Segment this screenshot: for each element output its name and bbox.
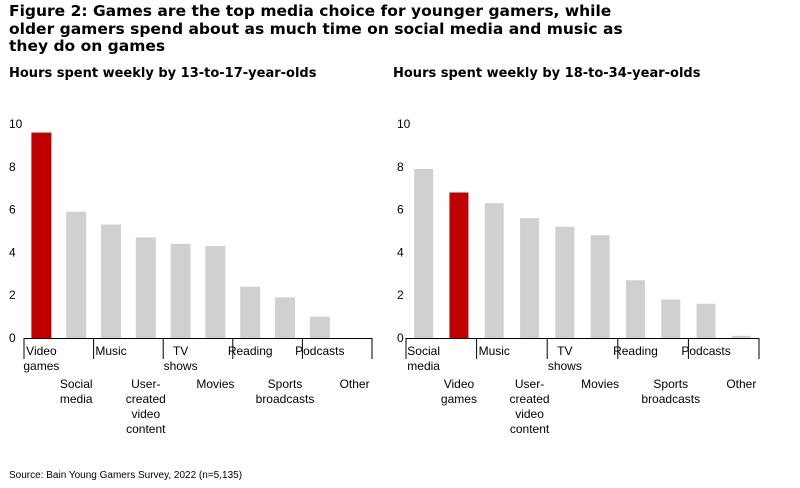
bar-social-media [66, 211, 87, 338]
y-tick-label: 0 [397, 331, 404, 345]
x-tick-label: Reading [613, 344, 658, 358]
x-tick-label: Social media [407, 344, 440, 373]
y-tick-label: 4 [397, 245, 404, 259]
y-tick-label: 10 [397, 117, 411, 131]
bar-video-games [31, 132, 52, 338]
x-tick-label: Podcasts [681, 344, 730, 358]
y-tick-label: 6 [397, 203, 404, 217]
bar-sports-broadcasts [275, 297, 295, 338]
x-tick-label: Other [726, 377, 756, 391]
y-tick-label: 2 [9, 288, 16, 302]
x-tick-label: Video games [441, 377, 477, 406]
x-tick-label: User-created video content [126, 377, 166, 436]
x-tick-label: Sports broadcasts [256, 377, 315, 406]
chart-title-13-17: Hours spent weekly by 13-to-17-year-olds [9, 66, 317, 81]
y-tick-label: 2 [397, 288, 404, 302]
bar-podcasts [696, 303, 716, 338]
x-tick-label: TV shows [548, 344, 582, 373]
bar-tv-shows [170, 243, 191, 338]
bar-social-media [414, 168, 434, 338]
y-tick-label: 10 [9, 117, 23, 131]
bar-other [731, 335, 751, 338]
bar-tv-shows [555, 226, 575, 338]
x-tick-label: Podcasts [295, 344, 344, 358]
x-tick-label: Reading [228, 344, 273, 358]
bar-music [101, 224, 121, 338]
y-tick-label: 8 [397, 160, 404, 174]
bar-music [484, 203, 504, 338]
x-tick-label: Other [340, 377, 370, 391]
bar-podcasts [309, 316, 330, 338]
x-tick-label: Video games [23, 344, 59, 373]
bar-reading [625, 280, 645, 338]
bar-movies [590, 235, 610, 338]
bar-movies [205, 245, 226, 338]
bar-video-games [449, 192, 469, 338]
x-tick-label: Social media [60, 377, 93, 406]
chart-title-18-34: Hours spent weekly by 18-to-34-year-olds [393, 66, 701, 81]
x-tick-label: Sports broadcasts [641, 377, 700, 406]
y-tick-label: 0 [9, 331, 16, 345]
x-tick-label: Music [95, 344, 126, 358]
bar-user-created-video-content [135, 237, 156, 338]
figure-title: Figure 2: Games are the top media choice… [9, 2, 623, 55]
x-tick-label: TV shows [164, 344, 198, 373]
y-tick-label: 6 [9, 203, 16, 217]
x-tick-label: User-created video content [510, 377, 550, 436]
bar-user-created-video-content [520, 218, 540, 338]
bar-reading [240, 286, 261, 338]
y-tick-label: 4 [9, 245, 16, 259]
x-tick-label: Music [479, 344, 510, 358]
x-tick-label: Movies [581, 377, 619, 391]
bar-sports-broadcasts [661, 299, 681, 338]
y-tick-label: 8 [9, 160, 16, 174]
source-note: Source: Bain Young Gamers Survey, 2022 (… [9, 470, 243, 481]
x-tick-label: Movies [196, 377, 234, 391]
